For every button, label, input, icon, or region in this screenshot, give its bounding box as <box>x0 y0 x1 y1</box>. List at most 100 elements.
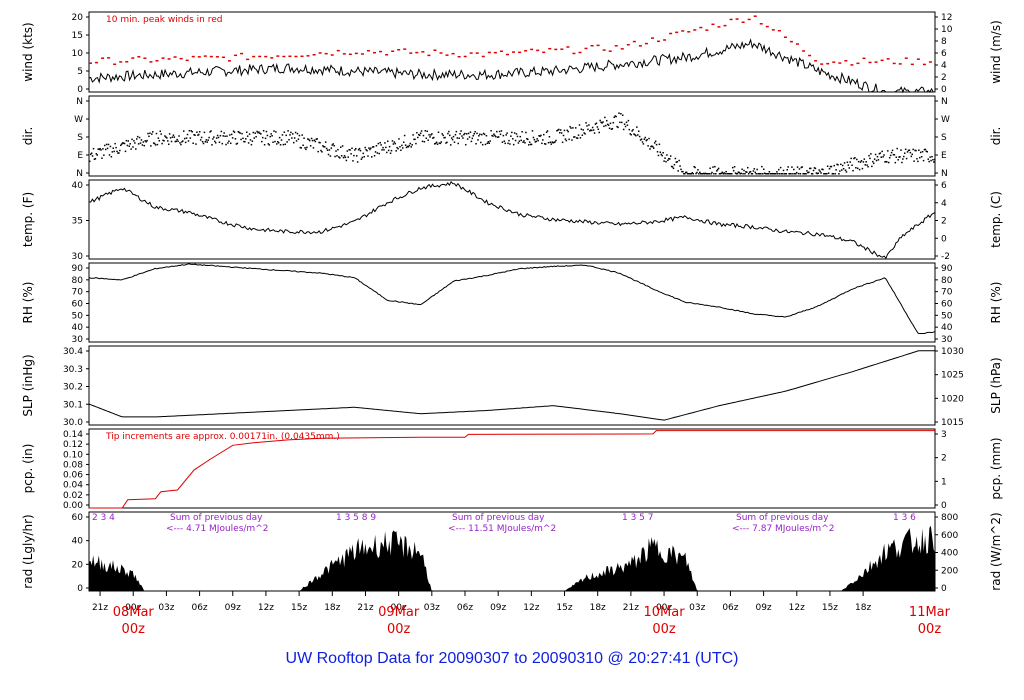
dir-point <box>724 173 726 175</box>
dir-point <box>606 119 608 122</box>
peak-marker <box>693 29 697 31</box>
dir-point <box>549 141 552 144</box>
dir-point <box>586 125 588 127</box>
dir-point <box>716 168 719 171</box>
peak-marker <box>789 40 793 43</box>
dir-point <box>578 124 581 126</box>
peak-marker <box>856 62 860 65</box>
tick-left-temp: 40 <box>72 181 84 191</box>
series-line-wind <box>88 38 935 94</box>
peak-marker <box>916 58 920 60</box>
dir-point <box>344 156 347 159</box>
peak-marker <box>578 51 582 54</box>
dir-point <box>547 141 550 144</box>
dir-point <box>200 136 203 139</box>
dir-point <box>628 128 631 131</box>
dir-point <box>888 161 890 164</box>
dir-point <box>780 173 783 175</box>
time-tick-label: 18z <box>855 603 871 613</box>
dir-point <box>281 134 284 136</box>
dir-point <box>880 156 882 158</box>
dir-point <box>545 131 548 134</box>
dir-point <box>563 129 566 132</box>
dir-point <box>135 148 137 150</box>
dir-point <box>486 142 489 145</box>
dir-point <box>918 149 920 151</box>
dir-point <box>198 131 201 133</box>
dir-point <box>798 168 801 170</box>
dir-point <box>213 136 215 138</box>
dir-point <box>382 146 384 149</box>
peak-marker <box>415 51 419 54</box>
peak-marker <box>354 52 358 55</box>
chart-canvas: wind (kts) wind (m/s)0510152002468101210 … <box>21 11 1003 637</box>
dir-point <box>412 134 414 136</box>
dir-point <box>516 135 519 138</box>
dir-point <box>595 122 598 124</box>
dir-point <box>510 135 512 137</box>
dir-point <box>566 129 569 132</box>
dir-point <box>664 157 666 159</box>
dir-point <box>115 146 117 149</box>
dir-point <box>639 139 642 141</box>
peak-marker <box>711 23 715 26</box>
dir-point <box>599 119 601 122</box>
tick-right-wind: 6 <box>941 49 947 59</box>
dir-point <box>413 138 415 141</box>
peak-marker <box>650 37 654 39</box>
peak-marker <box>826 62 830 65</box>
dir-point <box>406 145 409 148</box>
dir-point <box>688 173 691 175</box>
dir-point <box>636 126 638 128</box>
dir-point <box>122 142 125 144</box>
dir-point <box>428 134 430 136</box>
tick-left-dir: N <box>76 169 83 179</box>
peak-marker <box>868 61 872 64</box>
dir-point <box>493 133 495 135</box>
dir-point <box>865 161 867 163</box>
dir-point <box>674 157 677 160</box>
dir-point <box>244 140 246 143</box>
dir-point <box>912 148 914 151</box>
dir-point <box>828 167 831 170</box>
tick-left-rh: 30 <box>72 335 84 345</box>
dir-point <box>161 142 163 145</box>
dir-point <box>370 147 372 149</box>
dir-point <box>561 141 564 144</box>
dir-point <box>127 140 130 142</box>
dir-point <box>250 143 253 146</box>
dir-point <box>722 173 725 175</box>
tick-right-wind: 0 <box>941 85 947 95</box>
dir-point <box>245 138 247 140</box>
dir-point <box>300 147 302 149</box>
tick-right-rad: 200 <box>941 566 958 576</box>
dir-point <box>146 139 148 142</box>
dir-point <box>717 167 720 170</box>
dir-point <box>440 141 443 143</box>
dir-point <box>725 170 727 173</box>
dir-point <box>806 170 808 172</box>
peak-marker <box>391 50 395 53</box>
peak-marker <box>258 55 262 58</box>
dir-point <box>426 130 428 133</box>
dir-point <box>102 148 104 150</box>
peak-marker <box>548 47 552 50</box>
dir-point <box>323 145 325 148</box>
dir-point <box>684 173 686 175</box>
dir-point <box>682 170 684 173</box>
peak-marker <box>469 52 473 54</box>
dir-point <box>583 132 585 134</box>
dir-point <box>762 168 765 171</box>
dir-point <box>689 173 692 175</box>
tick-left-pcp: 0.08 <box>63 460 83 470</box>
dir-point <box>497 136 500 138</box>
dir-point <box>898 156 900 158</box>
time-tick-label: 15z <box>291 603 307 613</box>
dir-point <box>172 134 175 136</box>
dir-point <box>89 153 92 156</box>
peak-marker <box>638 45 642 47</box>
dir-point <box>210 130 212 132</box>
tick-left-dir: N <box>76 97 83 107</box>
dir-point <box>765 173 768 175</box>
dir-point <box>343 155 346 157</box>
